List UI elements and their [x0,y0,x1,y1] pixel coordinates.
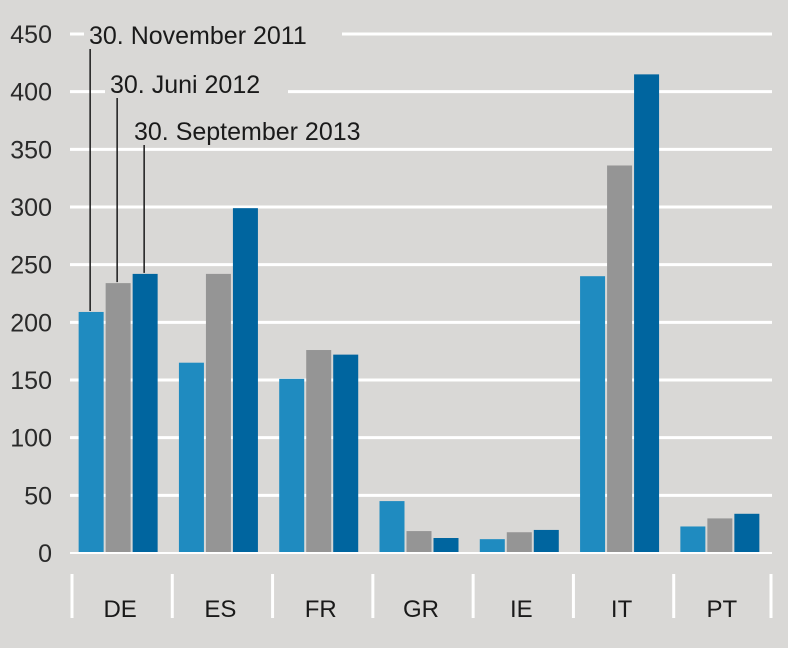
bar-es-series-1 [178,362,204,553]
category-label-ie: IE [510,596,533,623]
y-axis-ticks: 0 50 100 150 200 250 300 350 400 450 [10,21,52,568]
legend-label-1: 30. November 2011 [89,22,307,50]
category-label-it: IT [611,596,633,623]
y-tick-label-0: 0 [38,540,52,568]
bar-gr-series-2 [406,531,432,553]
legend-label-backing-2 [105,70,288,99]
bar-it-series-3 [634,74,660,553]
bar-it-series-1 [580,276,606,553]
category-label-pt: PT [707,596,738,623]
bar-de-series-3 [132,273,158,553]
y-tick-label-250: 250 [10,252,52,280]
y-tick-label-400: 400 [10,79,52,107]
y-tick-label-450: 450 [10,21,52,49]
y-tick-label-150: 150 [10,367,52,395]
bar-de-series-1 [78,311,104,553]
bars [78,74,760,554]
y-tick-label-100: 100 [10,425,52,453]
bar-gr-series-1 [379,501,405,553]
y-tick-label-300: 300 [10,194,52,222]
legend-label-2: 30. Juni 2012 [110,71,260,99]
bar-es-series-2 [205,273,231,553]
legend-callouts: 30. November 2011 30. Juni 2012 30. Septem… [84,21,397,311]
bar-pt-series-3 [734,513,760,553]
bar-pt-series-2 [707,518,733,553]
legend-label-3: 30. September 2013 [134,118,361,146]
category-label-de: DE [103,596,136,623]
bar-it-series-2 [607,165,633,554]
bar-fr-series-1 [279,378,305,553]
x-axis-categories: DE ES FR GR IE IT PT [70,574,773,623]
y-tick-label-350: 350 [10,136,52,164]
bar-de-series-2 [105,283,131,553]
bar-es-series-3 [232,208,258,554]
category-label-fr: FR [305,596,337,623]
legend-label-backing-1 [84,21,342,50]
bar-fr-series-2 [306,350,332,553]
bar-ie-series-2 [506,532,532,553]
y-tick-label-50: 50 [24,482,52,510]
bar-ie-series-3 [533,529,559,553]
bar-fr-series-3 [333,354,359,553]
bar-ie-series-1 [479,539,505,553]
category-label-es: ES [204,596,236,623]
bar-pt-series-1 [680,526,706,553]
category-label-gr: GR [403,596,439,623]
y-tick-label-200: 200 [10,309,52,337]
bar-gr-series-3 [433,538,459,553]
legend-label-backing-3 [129,117,397,146]
